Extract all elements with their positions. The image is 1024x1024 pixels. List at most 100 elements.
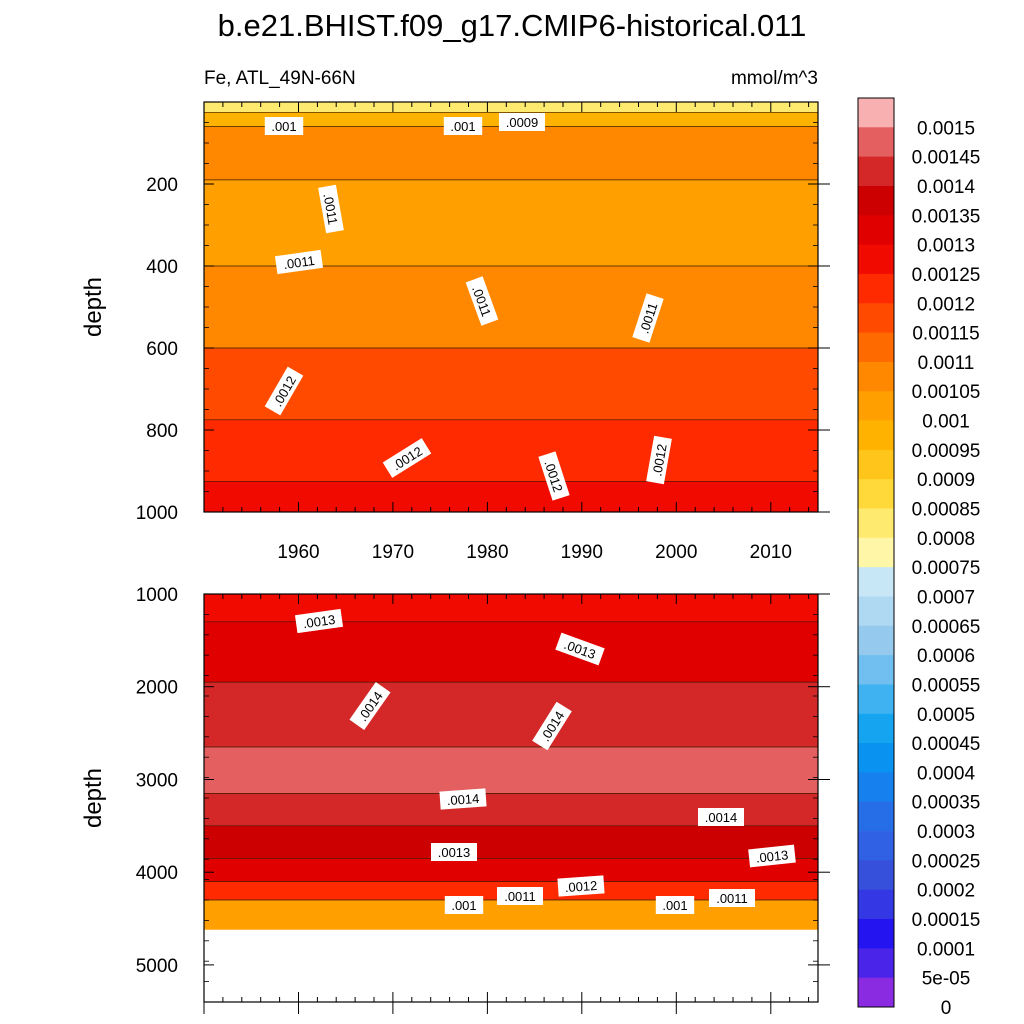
colorbar-label: 0.00055 [912,676,981,697]
colorbar-swatch [858,713,894,744]
y-tick-label: 200 [146,175,178,196]
contour-label: .0011 [274,249,324,275]
x-tick-label: 1960 [277,542,319,563]
colorbar-label: 0.00035 [912,793,981,814]
depth-band [204,102,818,113]
svg-text:.0013: .0013 [755,847,789,865]
contour-label: .001 [443,117,483,135]
chart-title: b.e21.BHIST.f09_g17.CMIP6-historical.011 [218,8,807,43]
y-tick-label: 1000 [136,503,178,524]
y-tick-label: 4000 [136,863,178,884]
colorbar-label: 0.00115 [912,324,979,345]
colorbar-label: 0.00025 [912,851,981,872]
colorbar-swatch [858,860,894,891]
depth-band [204,825,818,859]
contour-label: .0011 [709,889,755,907]
contour-label: .001 [655,896,695,914]
colorbar-label: 0.00135 [912,206,981,227]
colorbar-swatch [858,127,894,157]
colorbar-swatch [858,772,894,803]
svg-text:.0011: .0011 [716,891,748,906]
colorbar-swatch [858,684,894,715]
colorbar-swatch [858,596,894,627]
colorbar-label: 0.00125 [912,265,981,286]
svg-text:.0012: .0012 [649,443,669,478]
lower-panel: 1000 2000 3000 4000 5000 depth .0013 .0013 .0014… [80,585,830,1014]
depth-band [204,858,818,882]
contour-label: .0011 [318,184,344,234]
svg-text:.0013: .0013 [302,612,336,631]
svg-text:.001: .001 [450,119,475,134]
svg-text:.0011: .0011 [320,192,340,226]
svg-text:.001: .001 [662,898,687,913]
colorbar-label: 0.00015 [912,910,981,931]
colorbar-swatch [858,801,894,832]
y-tick-label: 600 [146,339,178,360]
colorbar-label: 0.00075 [912,558,981,579]
colorbar-swatch [858,537,894,568]
x-tick-label: 2000 [655,542,697,563]
colorbar-label: 0.0002 [917,881,975,902]
colorbar-label: 0.00045 [912,734,981,755]
svg-text:.0012: .0012 [564,878,598,895]
colorbar-label: 0.0011 [918,353,975,374]
colorbar-label: 0.0009 [917,470,975,491]
colorbar-label: 0.0006 [917,646,975,667]
colorbar-label: 0.0003 [917,822,975,843]
depth-band [204,419,818,482]
colorbar-swatch [858,244,894,275]
svg-text:.0013: .0013 [438,845,471,860]
colorbar-label: 0.001 [922,412,970,433]
upper-panel: 1960 1970 1980 1990 2000 2010 200 400 600 800 1000… [80,101,830,563]
svg-text:.001: .001 [451,898,476,913]
contour-label: .0012 [646,435,672,485]
colorbar-label: 0.0014 [917,177,976,198]
contour-label: .0013 [294,608,344,634]
colorbar-swatch [858,332,894,363]
x-tick-label: 2010 [750,542,792,563]
svg-text:.0011: .0011 [504,889,536,904]
colorbar: 0.0015 0.00145 0.0014 0.00135 0.0013 0.00125 0… [857,97,981,1019]
colorbar-label: 0.0012 [917,294,975,315]
colorbar-label: 0 [941,998,952,1019]
colorbar-label: 0.0001 [917,939,975,960]
colorbar-swatch [858,625,894,656]
colorbar-swatch [858,977,894,1008]
colorbar-swatch [858,567,894,597]
colorbar-label: 0.0004 [917,763,976,784]
colorbar-label: 0.0008 [917,529,975,550]
x-tick-label: 1980 [466,542,508,563]
colorbar-swatch [858,889,894,920]
y-tick-label: 1000 [136,585,178,606]
colorbar-swatch [858,420,894,451]
y-axis-label: depth [80,768,107,828]
colorbar-label: 0.0005 [917,705,975,726]
contour-label: .0011 [497,887,543,905]
colorbar-label: 0.00085 [912,500,981,521]
svg-text:.001: .001 [271,119,296,134]
svg-text:.0009: .0009 [506,115,539,130]
colorbar-swatch [858,449,894,480]
depth-band [204,126,818,180]
depth-band [204,682,818,747]
y-tick-label: 400 [146,257,178,278]
depth-band [204,179,818,266]
colorbar-swatch [858,919,894,949]
depth-band [204,266,818,348]
contour-label: .0012 [557,875,605,897]
colorbar-label: 0.00095 [912,441,981,462]
depth-band [204,621,818,683]
variable-label: Fe, ATL_49N-66N [204,68,356,89]
colorbar-label: 0.0015 [917,118,975,139]
svg-text:.0014: .0014 [705,810,738,825]
colorbar-swatch [858,361,894,392]
y-tick-label: 800 [146,421,178,442]
colorbar-swatch [858,186,894,216]
y-axis-label: depth [80,277,107,337]
contour-label: .001 [264,117,304,135]
x-tick-label: 1970 [372,542,414,563]
colorbar-swatch [858,948,894,979]
depth-band [204,348,818,420]
colorbar-label: 0.00145 [912,148,981,169]
